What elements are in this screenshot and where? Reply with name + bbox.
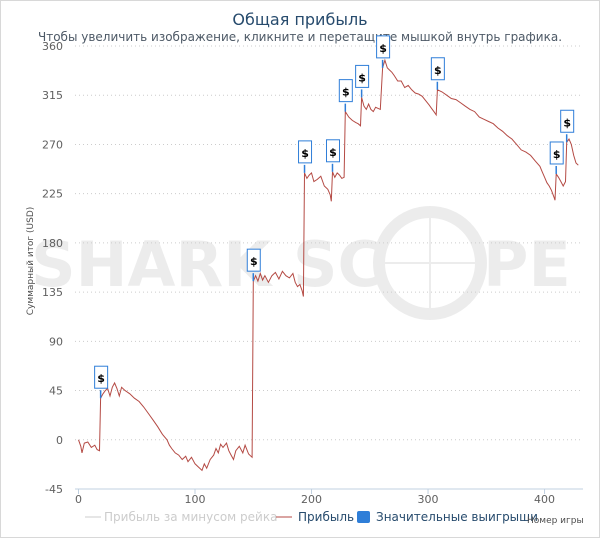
legend-item-rake[interactable]: Прибыль за минусом рейка	[85, 510, 277, 524]
legend-rake-label: Прибыль за минусом рейка	[104, 510, 277, 524]
watermark-text-left: SHARK SC	[31, 228, 383, 301]
y-tick-label: 0	[56, 434, 63, 447]
legend-profit-label: Прибыль	[298, 510, 354, 524]
big-win-marker[interactable]: $	[549, 141, 564, 174]
y-tick-label: 135	[42, 286, 63, 299]
big-win-dollar-icon: $	[358, 71, 366, 84]
big-win-marker[interactable]: $	[430, 57, 445, 90]
big-win-marker[interactable]: $	[246, 248, 261, 282]
sharkscope-watermark: SHARK SC PE	[31, 206, 571, 320]
series-layer[interactable]	[78, 58, 579, 472]
big-win-flag	[298, 140, 313, 164]
big-win-flag	[325, 139, 340, 163]
big-win-flag	[560, 109, 575, 133]
big-win-flag	[246, 248, 261, 272]
y-tick-label: 180	[42, 237, 63, 250]
y-tick-label: 45	[49, 385, 63, 398]
watermark-crosshair-icon	[373, 206, 487, 320]
x-tick-label: 0	[75, 493, 82, 506]
big-win-dollar-icon: $	[342, 86, 350, 99]
legend-item-profit[interactable]: Прибыль	[276, 510, 354, 524]
big-win-dollar-icon: $	[379, 42, 387, 55]
y-tick-label: 225	[42, 188, 63, 201]
big-win-marker[interactable]: $	[560, 109, 575, 143]
y-axis-title: Суммарный итог (USD)	[26, 207, 36, 316]
big-win-marker[interactable]: $	[376, 35, 391, 68]
legend-item-big-wins[interactable]: Значительные выигрыши	[357, 510, 538, 524]
watermark-text-right: PE	[483, 228, 571, 301]
legend-big-wins-label: Значительные выигрыши	[376, 510, 538, 524]
x-axis-title: Номер игры	[527, 516, 584, 526]
chart-subtitle: Чтобы увеличить изображение, кликните и …	[37, 30, 563, 44]
big-win-marker[interactable]: $	[298, 140, 313, 173]
big-win-flag	[549, 141, 564, 165]
big-win-dollar-icon: $	[97, 372, 105, 385]
y-tick-label: 90	[49, 335, 63, 348]
big-win-flag	[376, 35, 391, 59]
big-win-markers[interactable]: $ $ $ $ $ $ $ $ $ $	[94, 35, 575, 399]
big-win-dollar-icon: $	[563, 116, 571, 129]
big-win-flag	[430, 57, 445, 81]
grid-lines	[75, 45, 583, 490]
y-tick-label: 270	[42, 138, 63, 151]
big-win-dollar-icon: $	[553, 148, 561, 161]
y-axis-ticks: -45 0 45 90 135 180 225 270 315 360	[42, 40, 63, 496]
big-win-dollar-icon: $	[329, 146, 337, 159]
legend-big-wins-swatch	[357, 511, 370, 523]
big-win-flag	[355, 64, 370, 88]
x-tick-label: 400	[534, 493, 555, 506]
legend[interactable]: Прибыль за минусом рейка Прибыль Значите…	[85, 510, 538, 524]
big-win-flag	[338, 79, 353, 103]
big-win-dollar-icon: $	[250, 255, 258, 268]
x-axis-ticks: 0 100 200 300 400	[75, 489, 555, 506]
big-win-marker[interactable]: $	[94, 365, 109, 399]
big-win-marker[interactable]: $	[355, 64, 370, 98]
big-win-flag	[94, 365, 109, 389]
big-win-dollar-icon: $	[301, 147, 309, 160]
chart-title: Общая прибыль	[232, 10, 368, 29]
x-tick-label: 100	[185, 493, 206, 506]
x-tick-label: 300	[418, 493, 439, 506]
series-line-profit[interactable]	[78, 58, 579, 472]
big-win-dollar-icon: $	[434, 64, 442, 77]
x-tick-label: 200	[301, 493, 322, 506]
y-tick-label: 315	[42, 89, 63, 102]
big-win-marker[interactable]: $	[325, 139, 340, 172]
big-win-marker[interactable]: $	[338, 79, 353, 112]
y-tick-label: 360	[42, 40, 63, 53]
y-tick-label: -45	[45, 483, 63, 496]
